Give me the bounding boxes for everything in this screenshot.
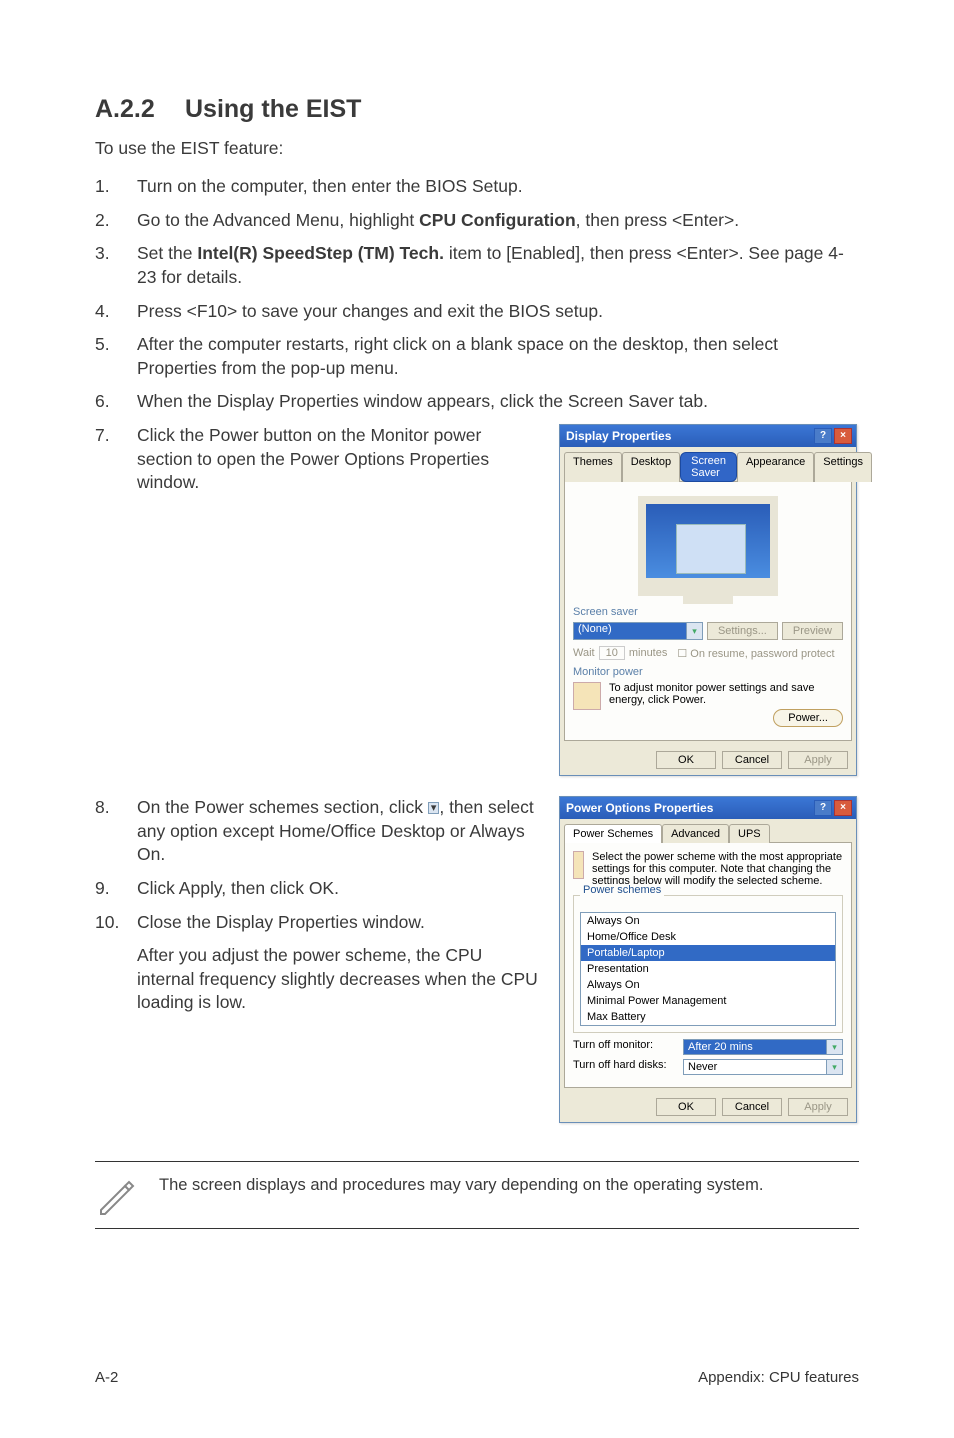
note-callout: The screen displays and procedures may v… <box>95 1161 859 1229</box>
power-scheme-dropdown[interactable]: Always On Home/Office Desk Portable/Lapt… <box>580 912 836 1026</box>
help-button[interactable]: ? <box>814 800 832 816</box>
steps-list-bottom: 8.On the Power schemes section, click ▾,… <box>95 796 541 1015</box>
step-6: 6.When the Display Properties window app… <box>95 390 859 414</box>
step-4: 4.Press <F10> to save your changes and e… <box>95 300 859 324</box>
settings-button[interactable]: Settings... <box>707 622 778 640</box>
display-titlebar[interactable]: Display Properties ? × <box>560 425 856 447</box>
apply-button[interactable]: Apply <box>788 751 848 769</box>
tab-power-schemes[interactable]: Power Schemes <box>564 824 662 843</box>
tab-themes[interactable]: Themes <box>564 452 622 482</box>
step-7: 7.Click the Power button on the Monitor … <box>95 424 541 495</box>
footer-right: Appendix: CPU features <box>698 1369 859 1386</box>
step7-row: 7.Click the Power button on the Monitor … <box>95 424 859 796</box>
power-options-dialog: Power Options Properties ? × Power Schem… <box>559 796 857 1123</box>
cancel-button[interactable]: Cancel <box>722 1098 782 1116</box>
steps-bottom-row: 8.On the Power schemes section, click ▾,… <box>95 796 859 1143</box>
ok-button[interactable]: OK <box>656 1098 716 1116</box>
display-title: Display Properties <box>566 429 671 443</box>
intro-text: To use the EIST feature: <box>95 138 859 159</box>
screensaver-section-label: Screen saver <box>573 606 843 618</box>
footer-left: A-2 <box>95 1369 118 1386</box>
power-titlebar[interactable]: Power Options Properties ? × <box>560 797 856 819</box>
step-3: 3.Set the Intel(R) SpeedStep (TM) Tech. … <box>95 242 859 289</box>
screensaver-combo[interactable]: (None) ▾ <box>573 622 703 640</box>
power-schemes-group: Power schemes Always On Home/Office Desk… <box>573 895 843 1033</box>
power-title: Power Options Properties <box>566 801 713 815</box>
battery-icon <box>573 851 584 879</box>
heading-title: Using the EIST <box>185 95 361 123</box>
chevron-down-icon[interactable]: ▾ <box>826 1060 842 1074</box>
step-1: 1.Turn on the computer, then enter the B… <box>95 175 859 199</box>
chevron-down-icon[interactable]: ▾ <box>686 623 702 639</box>
pencil-icon <box>95 1174 137 1216</box>
step-2: 2.Go to the Advanced Menu, highlight CPU… <box>95 209 859 233</box>
display-tabs: Themes Desktop Screen Saver Appearance S… <box>560 447 856 481</box>
dropdown-arrow-inline-icon: ▾ <box>428 802 440 814</box>
power-button[interactable]: Power... <box>773 709 843 727</box>
display-properties-dialog: Display Properties ? × Themes Desktop Sc… <box>559 424 857 776</box>
power-tabs: Power Schemes Advanced UPS <box>560 819 856 842</box>
steps-list-top: 1.Turn on the computer, then enter the B… <box>95 175 859 414</box>
section-heading: A.2.2Using the EIST <box>95 95 859 124</box>
tab-desktop[interactable]: Desktop <box>622 452 680 482</box>
preview-button[interactable]: Preview <box>782 622 843 640</box>
step-10: 10.Close the Display Properties window. <box>95 911 541 935</box>
ok-button[interactable]: OK <box>656 751 716 769</box>
step-5: 5.After the computer restarts, right cli… <box>95 333 859 380</box>
display-body: Screen saver (None) ▾ Settings... Previe… <box>564 481 852 741</box>
tab-screensaver[interactable]: Screen Saver <box>680 452 737 482</box>
turnoff-monitor-combo[interactable]: After 20 mins▾ <box>683 1039 843 1055</box>
monitor-power-icon <box>573 682 601 710</box>
close-button[interactable]: × <box>834 800 852 816</box>
note-text: The screen displays and procedures may v… <box>159 1174 763 1196</box>
tab-ups[interactable]: UPS <box>729 824 770 843</box>
step-8: 8.On the Power schemes section, click ▾,… <box>95 796 541 867</box>
heading-number: A.2.2 <box>95 95 185 124</box>
chevron-down-icon[interactable]: ▾ <box>826 1040 842 1054</box>
page-footer: A-2 Appendix: CPU features <box>0 1369 954 1386</box>
page: A.2.2Using the EIST To use the EIST feat… <box>0 0 954 1438</box>
turnoff-monitor-label: Turn off monitor: <box>573 1039 683 1055</box>
turnoff-hd-combo[interactable]: Never▾ <box>683 1059 843 1075</box>
step-9: 9.Click Apply, then click OK. <box>95 877 541 901</box>
after-note: After you adjust the power scheme, the C… <box>95 944 541 1015</box>
cancel-button[interactable]: Cancel <box>722 751 782 769</box>
tab-appearance[interactable]: Appearance <box>737 452 814 482</box>
turnoff-hd-label: Turn off hard disks: <box>573 1059 683 1075</box>
monitor-power-label: Monitor power <box>573 666 843 678</box>
help-button[interactable]: ? <box>814 428 832 444</box>
apply-button[interactable]: Apply <box>788 1098 848 1116</box>
tab-settings[interactable]: Settings <box>814 452 872 482</box>
monitor-preview <box>638 496 778 596</box>
close-button[interactable]: × <box>834 428 852 444</box>
power-body: Select the power scheme with the most ap… <box>564 842 852 1088</box>
tab-advanced[interactable]: Advanced <box>662 824 729 843</box>
